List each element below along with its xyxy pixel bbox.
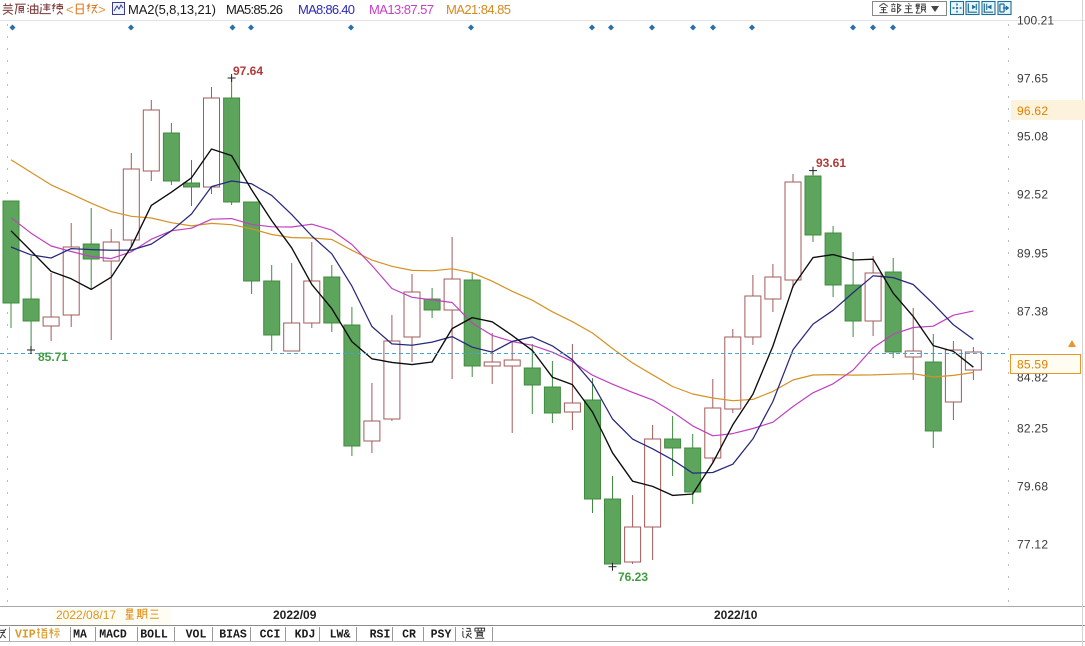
svg-text:2022/08/17: 2022/08/17 <box>56 608 116 622</box>
svg-text:MA2(5,8,13,21): MA2(5,8,13,21) <box>128 2 216 17</box>
svg-text:PSY: PSY <box>431 629 452 642</box>
svg-text:LW&: LW& <box>330 629 351 642</box>
svg-text:MA: MA <box>73 629 87 642</box>
svg-text:MA5:85.26: MA5:85.26 <box>226 2 283 17</box>
svg-text:BOLL: BOLL <box>140 629 168 642</box>
svg-text:MA21:84.85: MA21:84.85 <box>446 2 511 17</box>
svg-text:93.61: 93.61 <box>816 156 846 170</box>
svg-text:RSI: RSI <box>370 629 391 642</box>
svg-text:MACD: MACD <box>99 629 127 642</box>
svg-text:76.23: 76.23 <box>618 570 648 584</box>
svg-text:100.21: 100.21 <box>1017 14 1054 28</box>
svg-text:85.59: 85.59 <box>1017 358 1048 372</box>
svg-text:MA8:86.40: MA8:86.40 <box>298 2 355 17</box>
svg-text:79.68: 79.68 <box>1017 480 1048 494</box>
svg-text:VIP: VIP <box>15 629 36 642</box>
svg-text:77.12: 77.12 <box>1017 538 1048 552</box>
svg-text:MA13:87.57: MA13:87.57 <box>369 2 434 17</box>
svg-text:82.25: 82.25 <box>1017 422 1048 436</box>
svg-text:92.52: 92.52 <box>1017 188 1048 202</box>
svg-text:97.64: 97.64 <box>233 64 263 78</box>
svg-text:KDJ: KDJ <box>295 629 316 642</box>
svg-text:CR: CR <box>402 629 416 642</box>
svg-text:BIAS: BIAS <box>219 629 247 642</box>
svg-text:97.65: 97.65 <box>1017 72 1048 86</box>
svg-text:95.08: 95.08 <box>1017 130 1048 144</box>
svg-text:CCI: CCI <box>260 629 281 642</box>
svg-text:2022/10: 2022/10 <box>714 608 758 622</box>
svg-text:>: > <box>98 2 106 17</box>
svg-text:85.71: 85.71 <box>38 350 68 364</box>
svg-text:<: < <box>66 2 74 17</box>
svg-text:89.95: 89.95 <box>1017 247 1048 261</box>
svg-text:VOL: VOL <box>186 629 207 642</box>
svg-text:96.62: 96.62 <box>1017 104 1048 118</box>
svg-text:87.38: 87.38 <box>1017 305 1048 319</box>
svg-text:2022/09: 2022/09 <box>273 608 317 622</box>
